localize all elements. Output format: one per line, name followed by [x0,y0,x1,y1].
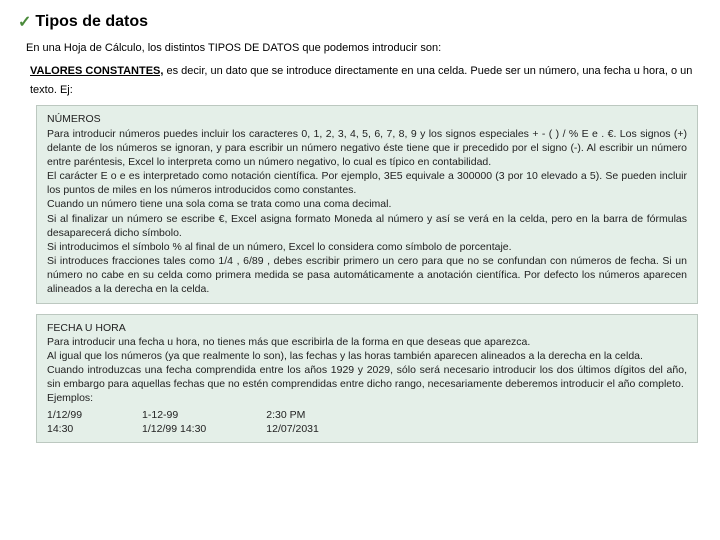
box2-p2: Al igual que los números (ya que realmen… [47,350,643,362]
box1-p6: Si introduces fracciones tales como 1/4 … [47,255,687,295]
ex-col3b: 12/07/2031 [266,423,319,435]
box1-p3: Cuando un número tiene una sola coma se … [47,198,391,210]
box-numeros: NÚMEROS Para introducir números puedes i… [36,105,698,303]
page-title: Tipos de datos [35,13,148,31]
ex-col3a: 2:30 PM [266,409,305,421]
title-row: ✓ Tipos de datos [18,12,702,32]
examples-col1: 1/12/99 14:30 [47,408,82,436]
box1-p1: Para introducir números puedes incluir l… [47,128,687,168]
ex-col1b: 14:30 [47,423,73,435]
subintro-text: VALORES CONSTANTES, es decir, un dato qu… [30,62,702,99]
examples-col2: 1-12-99 1/12/99 14:30 [142,408,206,436]
ex-col2a: 1-12-99 [142,409,178,421]
box2-examples-label: Ejemplos: [47,392,93,404]
ex-col2b: 1/12/99 14:30 [142,423,206,435]
ex-col1a: 1/12/99 [47,409,82,421]
box-fecha: FECHA U HORA Para introducir una fecha u… [36,314,698,443]
box2-heading: FECHA U HORA [47,321,687,335]
box1-p5: Si introducimos el símbolo % al final de… [47,241,512,253]
box1-p4: Si al finalizar un número se escribe €, … [47,213,687,239]
examples-row: 1/12/99 14:30 1-12-99 1/12/99 14:30 2:30… [47,408,687,436]
subintro-bold: VALORES CONSTANTES, [30,65,163,77]
intro-text: En una Hoja de Cálculo, los distintos TI… [26,42,702,54]
checkmark-icon: ✓ [18,12,31,32]
box1-heading: NÚMEROS [47,112,687,126]
box1-p2: El carácter E o e es interpretado como n… [47,170,687,196]
box2-p1: Para introducir una fecha u hora, no tie… [47,336,530,348]
box2-p3: Cuando introduzcas una fecha comprendida… [47,364,687,390]
examples-col3: 2:30 PM 12/07/2031 [266,408,319,436]
